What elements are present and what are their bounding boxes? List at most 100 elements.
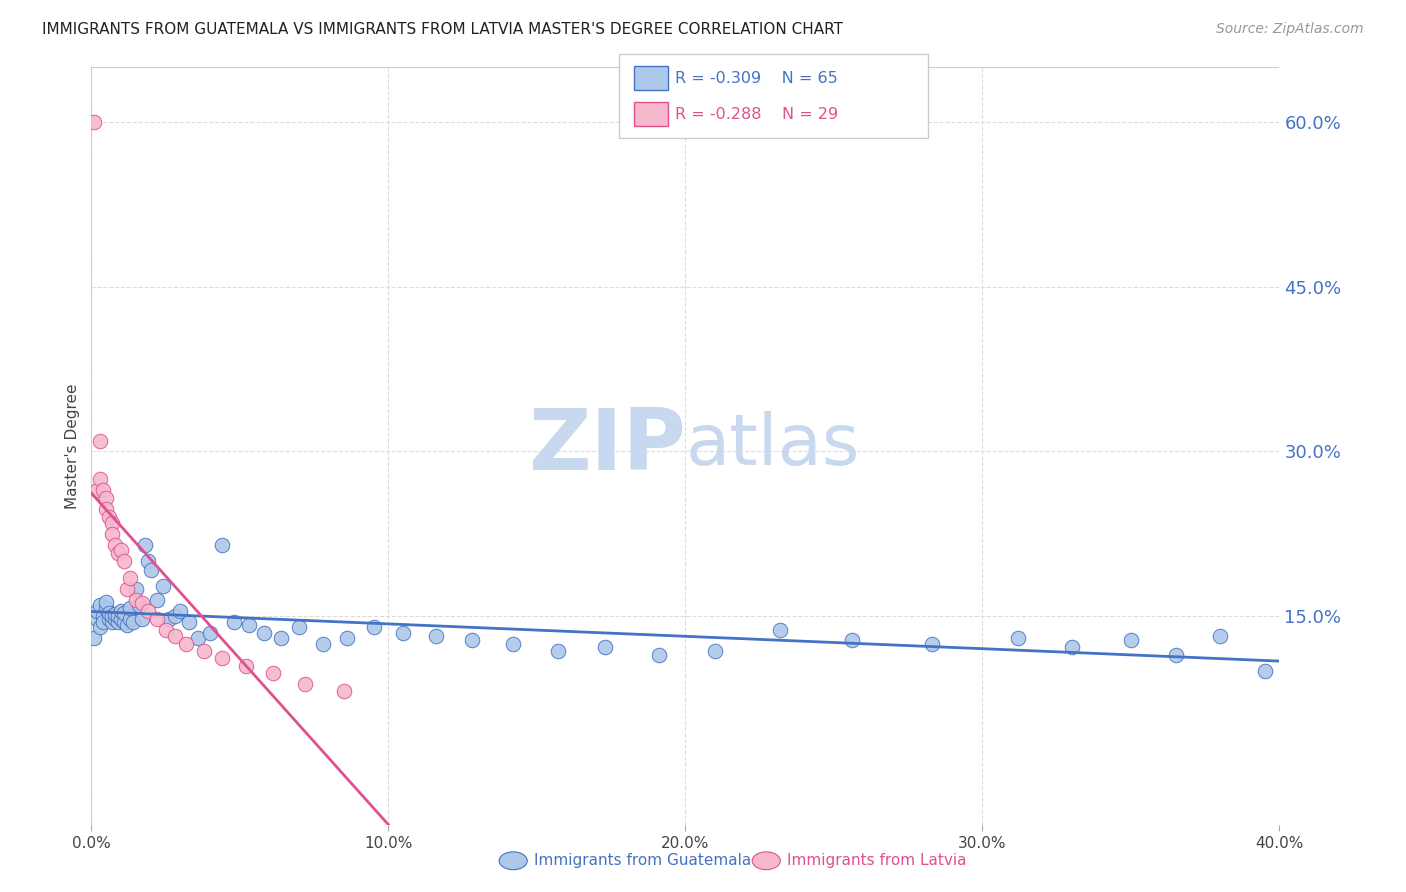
Point bbox=[118, 571, 141, 585]
Point bbox=[200, 625, 222, 640]
Point bbox=[288, 620, 311, 634]
Point bbox=[83, 632, 105, 646]
Point bbox=[115, 618, 138, 632]
Point bbox=[98, 611, 121, 625]
Point bbox=[425, 629, 447, 643]
Point bbox=[145, 611, 167, 625]
Text: Immigrants from Guatemala: Immigrants from Guatemala bbox=[534, 854, 752, 868]
Point bbox=[921, 637, 943, 651]
Point bbox=[112, 615, 135, 629]
Point bbox=[333, 684, 356, 698]
Point bbox=[238, 618, 260, 632]
Point bbox=[107, 615, 129, 629]
Point bbox=[112, 554, 135, 568]
Point bbox=[89, 472, 111, 486]
Text: R = -0.288    N = 29: R = -0.288 N = 29 bbox=[675, 107, 838, 121]
Point bbox=[193, 644, 215, 658]
Point bbox=[769, 623, 792, 637]
Point bbox=[136, 554, 159, 568]
Point bbox=[98, 510, 121, 524]
Point bbox=[363, 620, 385, 634]
Point bbox=[176, 637, 198, 651]
Point bbox=[104, 611, 127, 625]
Point bbox=[163, 609, 186, 624]
Point bbox=[502, 637, 524, 651]
Point bbox=[131, 596, 153, 610]
Point bbox=[96, 501, 118, 516]
Point bbox=[1209, 629, 1232, 643]
Text: Source: ZipAtlas.com: Source: ZipAtlas.com bbox=[1216, 22, 1364, 37]
Point bbox=[96, 595, 118, 609]
Point bbox=[122, 615, 145, 629]
Point bbox=[115, 582, 138, 596]
Point bbox=[128, 599, 150, 613]
Point bbox=[841, 633, 863, 648]
Point bbox=[155, 623, 177, 637]
Point bbox=[104, 538, 127, 552]
Point bbox=[262, 666, 284, 681]
Point bbox=[704, 644, 727, 658]
Point bbox=[91, 609, 114, 624]
Point bbox=[593, 640, 616, 654]
Point bbox=[131, 611, 153, 625]
Point bbox=[96, 600, 118, 615]
Point bbox=[187, 632, 209, 646]
Point bbox=[392, 625, 415, 640]
Point bbox=[222, 615, 245, 629]
Point bbox=[294, 677, 316, 691]
Text: atlas: atlas bbox=[685, 411, 860, 481]
Point bbox=[270, 632, 292, 646]
Point bbox=[136, 604, 159, 618]
Point bbox=[118, 611, 141, 625]
Point bbox=[1119, 633, 1142, 648]
Point bbox=[91, 615, 114, 629]
Point bbox=[104, 607, 127, 621]
Point bbox=[211, 651, 233, 665]
Point bbox=[89, 599, 111, 613]
Point bbox=[98, 606, 121, 620]
Point bbox=[1007, 632, 1029, 646]
Point bbox=[101, 516, 124, 530]
Point bbox=[235, 658, 257, 673]
Point bbox=[547, 644, 569, 658]
Point bbox=[647, 648, 669, 662]
Point bbox=[101, 527, 124, 541]
Text: R = -0.309    N = 65: R = -0.309 N = 65 bbox=[675, 71, 838, 86]
Point bbox=[112, 606, 135, 620]
Point bbox=[211, 538, 233, 552]
Point bbox=[152, 578, 174, 592]
Point bbox=[312, 637, 335, 651]
Text: IMMIGRANTS FROM GUATEMALA VS IMMIGRANTS FROM LATVIA MASTER'S DEGREE CORRELATION : IMMIGRANTS FROM GUATEMALA VS IMMIGRANTS … bbox=[42, 22, 844, 37]
Point bbox=[145, 592, 167, 607]
Point bbox=[125, 582, 148, 596]
Point bbox=[253, 625, 276, 640]
Point bbox=[91, 483, 114, 497]
Point bbox=[101, 615, 124, 629]
Point bbox=[1060, 640, 1083, 654]
Point bbox=[169, 604, 191, 618]
Point bbox=[460, 633, 482, 648]
Point bbox=[107, 609, 129, 624]
Point bbox=[86, 604, 108, 618]
Text: Immigrants from Latvia: Immigrants from Latvia bbox=[787, 854, 967, 868]
Point bbox=[134, 538, 156, 552]
Point bbox=[107, 545, 129, 559]
Point bbox=[336, 632, 359, 646]
Point bbox=[157, 611, 180, 625]
Point bbox=[96, 491, 118, 505]
Point bbox=[110, 611, 132, 625]
Point bbox=[101, 609, 124, 624]
Text: ZIP: ZIP bbox=[527, 404, 685, 488]
Point bbox=[1164, 648, 1187, 662]
Point bbox=[110, 543, 132, 558]
Point bbox=[118, 600, 141, 615]
Point bbox=[179, 615, 201, 629]
Point bbox=[86, 611, 108, 625]
Y-axis label: Master's Degree: Master's Degree bbox=[65, 384, 80, 508]
Point bbox=[89, 434, 111, 448]
Point bbox=[110, 604, 132, 618]
Point bbox=[83, 115, 105, 129]
Point bbox=[139, 563, 162, 577]
Point bbox=[163, 629, 186, 643]
Point bbox=[86, 483, 108, 497]
